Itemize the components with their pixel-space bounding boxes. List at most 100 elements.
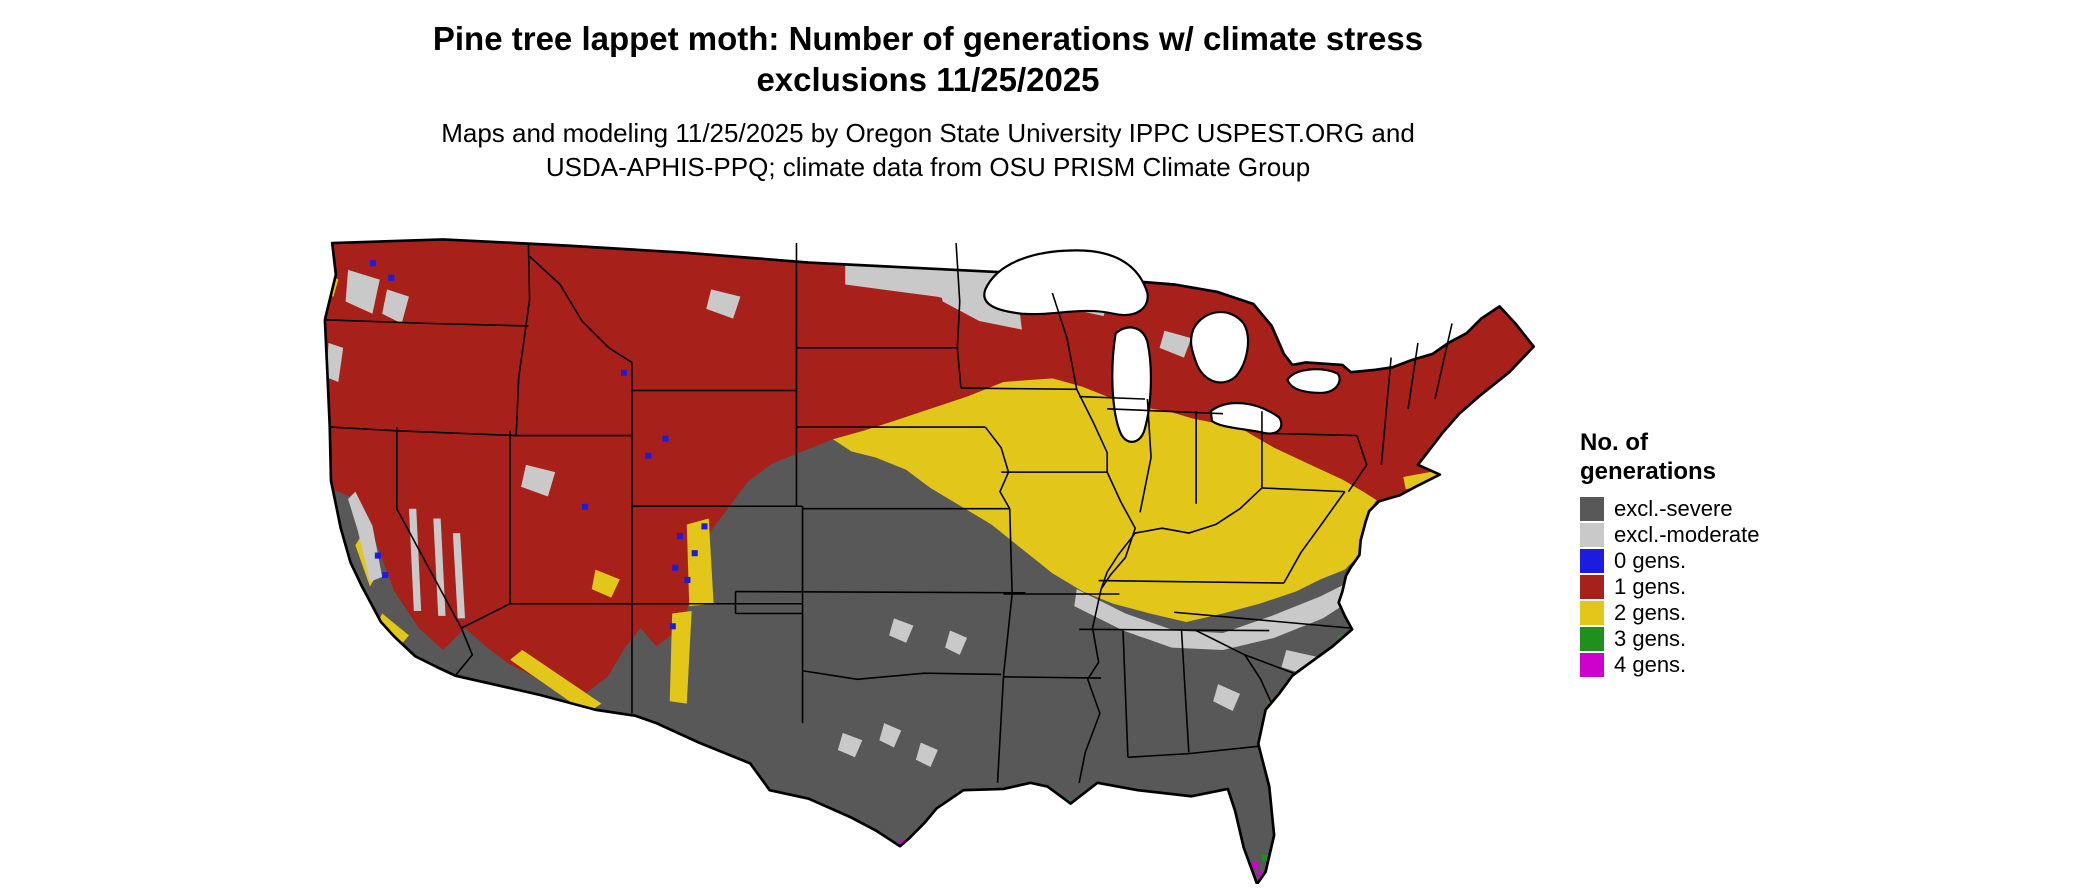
map-speck	[1257, 871, 1265, 880]
legend-row: 4 gens.	[1580, 652, 1760, 678]
state-border-line	[1407, 342, 1419, 409]
legend-row: 3 gens.	[1580, 626, 1760, 652]
state-border-line	[1100, 471, 1137, 590]
map-speck	[1261, 854, 1269, 861]
state-border-line	[515, 243, 531, 436]
legend-title-line2: generations	[1580, 458, 1717, 485]
page-subtitle-line2: USDA-APHIS-PPQ; climate data from OSU PR…	[545, 152, 1311, 182]
page-subtitle: Maps and modeling 11/25/2025 by Oregon S…	[178, 116, 1678, 184]
state-border-line	[1347, 435, 1368, 493]
legend-item-label: 2 gens.	[1614, 600, 1687, 625]
state-border-line	[461, 603, 511, 629]
map-speck	[374, 552, 381, 559]
legend-swatch	[1580, 627, 1604, 651]
map-specks-4-gens	[898, 840, 1265, 880]
state-border-line	[1100, 487, 1263, 590]
map-patch	[706, 289, 741, 319]
state-border-line	[1127, 745, 1259, 759]
map-speck	[382, 572, 389, 579]
map-speck	[701, 523, 708, 530]
page-title-line2: exclusions 11/25/2025	[756, 61, 1100, 98]
state-border-line	[955, 243, 961, 348]
legend-swatch	[1580, 549, 1604, 573]
map-patch	[879, 723, 902, 748]
state-border-line	[454, 627, 474, 677]
state-border-line	[1261, 432, 1358, 437]
state-border-line	[1076, 388, 1108, 473]
state-border-line	[1079, 395, 1145, 400]
state-border-line	[1261, 487, 1345, 493]
lake-michigan	[1111, 326, 1153, 443]
state-border-line	[1122, 630, 1129, 758]
state-border-line	[1008, 508, 1013, 595]
lake-superior	[983, 249, 1149, 316]
map-speck	[691, 550, 698, 557]
map-patch	[345, 269, 380, 314]
state-border-line	[1434, 323, 1453, 400]
state-border-line	[1098, 579, 1284, 584]
map-patch	[452, 533, 466, 619]
state-border-line	[802, 669, 1002, 681]
map-speck	[369, 260, 377, 267]
legend-swatch	[1580, 497, 1604, 521]
state-border-line	[1174, 611, 1351, 629]
map-patch	[348, 491, 383, 582]
map-speck	[662, 435, 669, 442]
map-patch	[686, 518, 714, 607]
state-border-line	[330, 426, 517, 437]
map-speck	[582, 503, 589, 510]
map-speck	[1123, 788, 1130, 796]
map-speck	[672, 564, 679, 571]
state-border-line	[529, 255, 633, 364]
map-patch	[1159, 330, 1192, 358]
map-patch	[521, 464, 556, 497]
state-border-line	[1139, 398, 1152, 513]
state-border-line	[395, 427, 463, 629]
map-speck	[388, 274, 395, 281]
legend-row: 0 gens.	[1580, 548, 1760, 574]
state-border-line	[956, 347, 962, 389]
legend-row: 2 gens.	[1580, 600, 1760, 626]
legend-item-label: excl.-moderate	[1614, 522, 1760, 547]
state-border-line	[1244, 654, 1273, 704]
map-patch	[408, 508, 422, 612]
map-patch	[326, 342, 344, 382]
state-border-line	[960, 387, 1077, 391]
map-patch	[1403, 469, 1445, 490]
lake-erie	[1209, 401, 1283, 435]
state-border-line	[1079, 628, 1270, 632]
us-outline	[323, 238, 1536, 884]
page-title-line1: Pine tree lappet moth: Number of generat…	[432, 20, 1424, 57]
map-specks-0-gens	[369, 260, 708, 630]
map-speck	[1327, 652, 1334, 659]
legend-item-label: 4 gens.	[1614, 652, 1687, 677]
legend-item-label: 0 gens.	[1614, 548, 1687, 573]
page-subtitle-line1: Maps and modeling 11/25/2025 by Oregon S…	[441, 118, 1415, 148]
legend-item-label: 1 gens.	[1614, 574, 1687, 599]
state-borders	[324, 243, 1453, 784]
state-border-line	[735, 590, 1026, 594]
legend-row: excl.-severe	[1580, 496, 1760, 522]
state-border-line	[1087, 588, 1102, 680]
legend-swatch	[1580, 601, 1604, 625]
map-patch	[1213, 684, 1241, 711]
legend-swatch	[1580, 523, 1604, 547]
state-border-line	[1002, 593, 1013, 675]
map-speck	[677, 533, 684, 540]
state-border-line	[1380, 357, 1392, 465]
state-border-line	[1003, 676, 1102, 679]
state-border-line	[1078, 679, 1101, 784]
map-speck	[1274, 796, 1281, 803]
map-speck	[669, 623, 676, 630]
lake-ontario	[1286, 368, 1341, 395]
state-border-line	[1051, 292, 1078, 390]
legend-title-line1: No. of	[1580, 429, 1648, 456]
map-speck	[1250, 862, 1259, 870]
legend: No. of generations excl.-severe excl.-mod…	[1580, 428, 1760, 678]
legend-item-label: 3 gens.	[1614, 626, 1687, 651]
map-region-2-gens-band	[833, 378, 1377, 623]
legend-swatch	[1580, 575, 1604, 599]
us-generations-map	[323, 238, 1536, 884]
map-patch	[915, 742, 938, 768]
